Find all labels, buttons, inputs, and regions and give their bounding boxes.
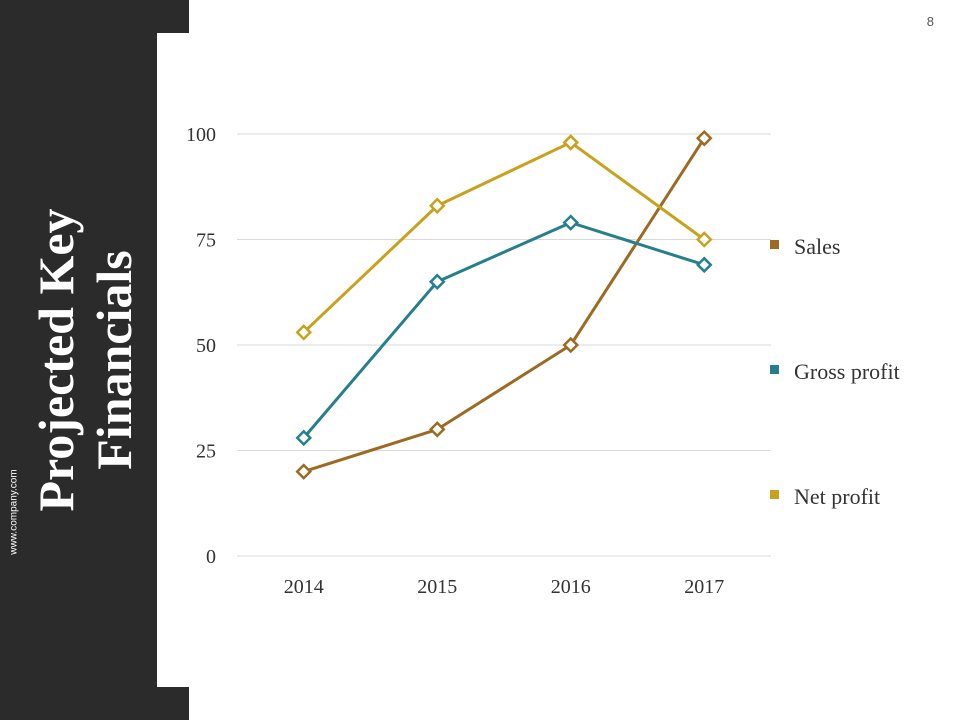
legend-swatch [770,490,779,499]
data-point-marker [428,273,446,290]
data-point-marker [695,129,713,147]
data-point-marker [295,429,313,447]
y-tick-label: 50 [196,335,216,357]
series-line [302,221,705,439]
series-line [302,140,706,334]
y-tick-label: 25 [196,441,216,463]
x-tick-label: 2015 [417,576,457,598]
legend-swatch [770,240,779,249]
data-point-marker [428,421,446,438]
legend-label: Sales [794,234,840,259]
legend-swatch [770,365,779,374]
series-line [303,137,706,474]
data-point-marker [295,324,313,341]
data-point-marker [562,214,580,231]
legend-label: Gross profit [794,359,900,384]
x-tick-label: 2017 [684,576,724,598]
data-point-marker [695,231,713,248]
data-point-marker [562,134,580,151]
y-tick-label: 100 [186,124,216,146]
data-point-marker [562,336,580,354]
x-tick-label: 2014 [284,576,324,598]
data-point-marker [695,256,713,274]
y-tick-label: 75 [196,230,216,252]
data-point-marker [428,197,446,215]
legend-label: Net profit [794,484,880,509]
page-number: 8 [926,14,934,29]
data-point-marker [295,463,313,480]
white-panel-edge [157,33,189,687]
y-tick-label: 0 [206,546,216,568]
x-tick-label: 2016 [551,576,591,598]
